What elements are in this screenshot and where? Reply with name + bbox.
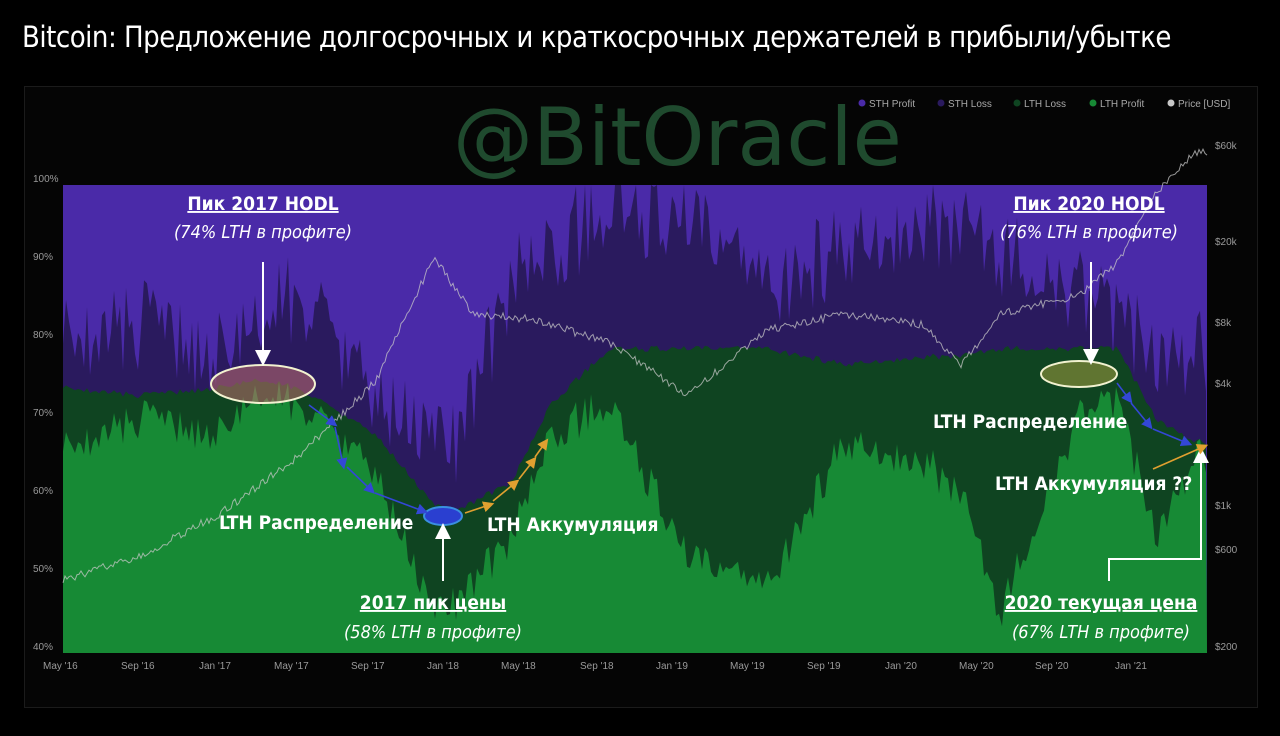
peak-2020-ellipse (1040, 360, 1118, 388)
legend: STH Profit STH Loss LTH Loss LTH Profit … (858, 99, 1230, 110)
ann-price-peak-2017-sub: (58% LTH в профите) (344, 622, 522, 643)
ann-peak-2020-sub: (76% LTH в профите) (1000, 222, 1178, 243)
orange-arrow-2021 (1152, 444, 1209, 470)
legend-dot-lth-profit (1089, 99, 1097, 107)
x-tick: May '19 (730, 661, 765, 672)
chart-panel: @BitOracle STH Profit STH Loss LTH Loss … (24, 86, 1258, 708)
y-right-tick: $20k (1215, 237, 1238, 248)
peak-2017-ellipse (210, 364, 316, 404)
y-right-tick: $600 (1215, 545, 1238, 556)
ann-price-peak-2017-title: 2017 пик цены (360, 592, 506, 614)
x-tick: Sep '18 (580, 661, 614, 672)
y-left-tick: 50% (33, 564, 53, 575)
ann-peak-2017-title: Пик 2017 HODL (187, 193, 338, 215)
ann-current-price-2020-sub: (67% LTH в профите) (1012, 622, 1190, 643)
x-tick: Sep '19 (807, 661, 841, 672)
ann-current-price-2020-title: 2020 текущая цена (1005, 592, 1198, 614)
y-left-tick: 40% (33, 642, 53, 653)
x-tick: Jan '20 (885, 661, 917, 672)
x-axis: May '16 Sep '16 Jan '17 May '17 Sep '17 … (43, 661, 1147, 672)
y-right-tick: $8k (1215, 318, 1232, 329)
y-right-tick: $60k (1215, 141, 1238, 152)
ann-lth-accumulation-2018: LTH Аккумуляция (487, 514, 658, 536)
blue-arrows-2020 (1116, 382, 1193, 447)
legend-dot-sth-profit (858, 99, 866, 107)
y-right-tick: $4k (1215, 379, 1232, 390)
legend-lth-loss: LTH Loss (1024, 99, 1066, 110)
y-left-tick: 90% (33, 252, 53, 263)
y-right-axis: $60k $20k $8k $4k $1k $600 $200 (1215, 141, 1238, 653)
chart-svg: @BitOracle STH Profit STH Loss LTH Loss … (33, 91, 1238, 672)
legend-sth-profit: STH Profit (869, 99, 915, 110)
legend-sth-loss: STH Loss (948, 99, 992, 110)
legend-dot-sth-loss (937, 99, 945, 107)
orange-arrows-2018 (464, 438, 549, 514)
x-tick: May '17 (274, 661, 309, 672)
blue-arrows-2017 (308, 404, 429, 515)
x-tick: May '18 (501, 661, 536, 672)
x-tick: Jan '18 (427, 661, 459, 672)
y-left-tick: 80% (33, 330, 53, 341)
ann-lth-distribution-2020: LTH Распределение (933, 411, 1127, 433)
ann-lth-distribution-2017: LTH Распределение (219, 512, 413, 534)
x-tick: Sep '17 (351, 661, 385, 672)
arrow-2020-price (1108, 447, 1209, 581)
legend-lth-profit: LTH Profit (1100, 99, 1144, 110)
ann-lth-accumulation-2021: LTH Аккумуляция ?? (995, 473, 1192, 495)
y-left-tick: 60% (33, 486, 53, 497)
lth-profit-area (63, 380, 1207, 653)
y-left-tick: 70% (33, 408, 53, 419)
legend-price: Price [USD] (1178, 99, 1230, 110)
x-tick: Jan '21 (1115, 661, 1147, 672)
y-right-tick: $1k (1215, 501, 1232, 512)
price-line (62, 148, 1208, 583)
x-tick: Sep '20 (1035, 661, 1069, 672)
x-tick: Sep '16 (121, 661, 155, 672)
y-left-tick: 100% (33, 174, 59, 185)
x-tick: Jan '19 (656, 661, 688, 672)
ann-peak-2020-title: Пик 2020 HODL (1013, 193, 1164, 215)
y-left-axis: 100% 90% 80% 70% 60% 50% 40% (33, 174, 59, 653)
x-tick: May '20 (959, 661, 994, 672)
page-title: Bitcoin: Предложение долгосрочных и крат… (22, 20, 1171, 54)
watermark: @BitOracle (453, 91, 902, 184)
legend-dot-lth-loss (1013, 99, 1021, 107)
legend-dot-price (1167, 99, 1175, 107)
price-peak-2017-ellipse (423, 506, 463, 526)
y-right-tick: $200 (1215, 642, 1238, 653)
x-tick: Jan '17 (199, 661, 231, 672)
ann-peak-2017-sub: (74% LTH в профите) (174, 222, 352, 243)
x-tick: May '16 (43, 661, 78, 672)
